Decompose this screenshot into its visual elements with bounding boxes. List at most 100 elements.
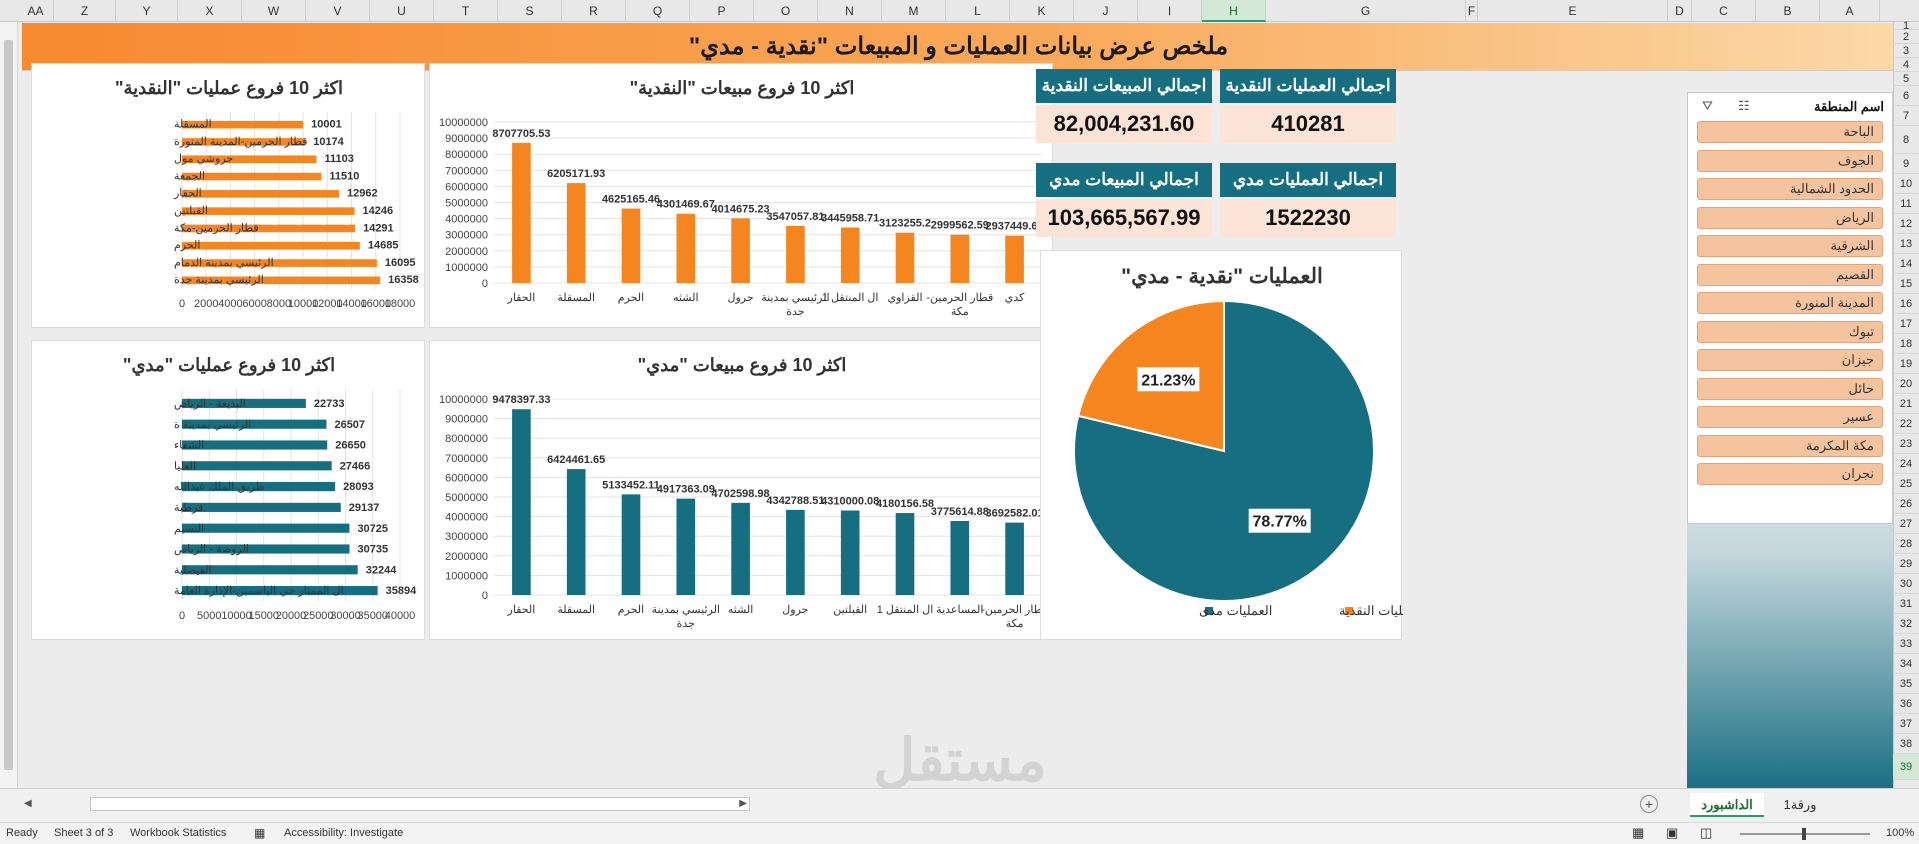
row-header-3[interactable]: 3	[1893, 44, 1919, 58]
row-header-38[interactable]: 38	[1893, 734, 1919, 754]
column-header-Q[interactable]: Q	[626, 0, 690, 22]
chart-cash-ops-panel[interactable]: اكثر 10 فروع عمليات "النقدية" 0 2000 4000 60…	[31, 63, 425, 328]
column-header-M[interactable]: M	[882, 0, 946, 22]
row-header-37[interactable]: 37	[1893, 714, 1919, 734]
slicer-item[interactable]: مكة المكرمة	[1697, 434, 1883, 457]
multi-select-icon[interactable]: ☷	[1738, 98, 1750, 113]
column-header-K[interactable]: K	[1010, 0, 1074, 22]
row-header-25[interactable]: 25	[1893, 474, 1919, 494]
row-header-23[interactable]: 23	[1893, 434, 1919, 454]
horizontal-scrollbar[interactable]: ▶	[90, 797, 750, 811]
column-header-N[interactable]: N	[818, 0, 882, 22]
column-header-Z[interactable]: Z	[54, 0, 116, 22]
scroll-left-icon[interactable]: ◀	[24, 798, 32, 809]
slicer-item[interactable]: الحدود الشمالية	[1697, 178, 1883, 200]
column-header-A[interactable]: A	[1820, 0, 1880, 22]
column-header-T[interactable]: T	[434, 0, 498, 22]
column-header-U[interactable]: U	[370, 0, 434, 22]
row-header-8[interactable]: 8	[1893, 126, 1919, 154]
clear-filter-icon[interactable]: ⛛	[1702, 98, 1713, 113]
row-header-17[interactable]: 17	[1893, 314, 1919, 334]
zoom-slider-thumb[interactable]	[1802, 828, 1806, 840]
row-header-18[interactable]: 18	[1893, 334, 1919, 354]
column-header-Y[interactable]: Y	[116, 0, 178, 22]
row-header-15[interactable]: 15	[1893, 274, 1919, 294]
vertical-scrollbar[interactable]	[0, 22, 18, 788]
row-header-2[interactable]: 2	[1893, 30, 1919, 44]
slicer-item[interactable]: الرياض	[1697, 206, 1883, 229]
row-header-16[interactable]: 16	[1893, 294, 1919, 314]
column-header-B[interactable]: B	[1756, 0, 1820, 22]
row-header-22[interactable]: 22	[1893, 414, 1919, 434]
row-header-24[interactable]: 24	[1893, 454, 1919, 474]
row-header-33[interactable]: 33	[1893, 634, 1919, 654]
row-header-19[interactable]: 19	[1893, 354, 1919, 374]
normal-view-icon[interactable]: ▦	[1632, 825, 1645, 840]
status-accessibility[interactable]: Accessibility: Investigate	[284, 827, 404, 839]
slicer-item[interactable]: القصيم	[1697, 263, 1883, 286]
column-header-X[interactable]: X	[178, 0, 242, 22]
column-header-R[interactable]: R	[562, 0, 626, 22]
stats-icon[interactable]: ▦	[254, 826, 266, 840]
column-header-L[interactable]: L	[946, 0, 1010, 22]
slicer-item[interactable]: عسير	[1697, 406, 1883, 428]
row-header-31[interactable]: 31	[1893, 594, 1919, 614]
slicer-item[interactable]: جيزان	[1697, 349, 1883, 371]
row-header-12[interactable]: 12	[1893, 214, 1919, 234]
slicer-item[interactable]: المدينة المنورة	[1697, 292, 1883, 314]
row-header-27[interactable]: 27	[1893, 514, 1919, 534]
column-header-I[interactable]: I	[1138, 0, 1202, 22]
column-header-H[interactable]: H	[1202, 0, 1266, 22]
chart-cash-sales-panel[interactable]: اكثر 10 فروع مبيعات "النقدية" 0 1000000 200…	[429, 63, 1053, 328]
tab-sheet1[interactable]: ورقة1	[1783, 797, 1817, 812]
scrollbar-thumb[interactable]	[4, 40, 13, 770]
row-header-30[interactable]: 30	[1893, 574, 1919, 594]
scroll-right-icon[interactable]: ▶	[739, 798, 747, 809]
row-header-20[interactable]: 20	[1893, 374, 1919, 394]
row-header-1[interactable]: 1	[1893, 21, 1919, 32]
row-header-32[interactable]: 32	[1893, 614, 1919, 634]
page-layout-icon[interactable]: ▣	[1666, 825, 1679, 840]
column-header-O[interactable]: O	[754, 0, 818, 22]
row-header-34[interactable]: 34	[1893, 654, 1919, 674]
column-header-S[interactable]: S	[498, 0, 562, 22]
zoom-level[interactable]: 100%	[1886, 827, 1915, 839]
chart-pie-panel[interactable]: العمليات "نقدية - مدي" 78.77% 21.23% العملي…	[1040, 250, 1424, 640]
row-header-9[interactable]: 9	[1893, 154, 1919, 174]
slicer-item[interactable]: تبوك	[1697, 320, 1883, 343]
column-header-AA[interactable]: AA	[18, 0, 54, 22]
row-header-36[interactable]: 36	[1893, 694, 1919, 714]
row-header-7[interactable]: 7	[1893, 106, 1919, 126]
column-header-E[interactable]: E	[1478, 0, 1668, 22]
column-header-G[interactable]: G	[1266, 0, 1466, 22]
slicer-item[interactable]: حائل	[1697, 377, 1883, 400]
row-header-10[interactable]: 10	[1893, 174, 1919, 194]
column-header-V[interactable]: V	[306, 0, 370, 22]
slicer-item[interactable]: الجوف	[1697, 149, 1883, 172]
row-header-26[interactable]: 26	[1893, 494, 1919, 514]
slicer-item[interactable]: نجران	[1697, 463, 1883, 485]
row-header-13[interactable]: 13	[1893, 234, 1919, 254]
column-header-P[interactable]: P	[690, 0, 754, 22]
column-header-D[interactable]: D	[1668, 0, 1692, 22]
row-header-28[interactable]: 28	[1893, 534, 1919, 554]
column-header-F[interactable]: F	[1466, 0, 1478, 22]
row-header-5[interactable]: 5	[1893, 72, 1919, 86]
chart-mada-ops-panel[interactable]: اكثر 10 فروع عمليات "مدي" 0 5000 10000 15000…	[31, 340, 425, 640]
tab-dashboard[interactable]: الداشبورد	[1690, 793, 1764, 817]
column-header-C[interactable]: C	[1692, 0, 1756, 22]
add-sheet-icon[interactable]: +	[1640, 795, 1658, 813]
column-header-W[interactable]: W	[242, 0, 306, 22]
row-header-14[interactable]: 14	[1893, 254, 1919, 274]
column-header-J[interactable]: J	[1074, 0, 1138, 22]
row-header-4[interactable]: 4	[1893, 58, 1919, 72]
slicer-item[interactable]: الشرقية	[1697, 235, 1883, 257]
row-header-29[interactable]: 29	[1893, 554, 1919, 574]
row-header-21[interactable]: 21	[1893, 394, 1919, 414]
status-workbook-stats[interactable]: Workbook Statistics	[130, 827, 227, 839]
row-header-39[interactable]: 39	[1893, 754, 1919, 780]
zoom-slider[interactable]	[1740, 828, 1870, 840]
slicer-item[interactable]: الباحة	[1697, 121, 1883, 143]
region-slicer[interactable]: اسم المنطقة ☷ ⛛ الباحة الجوف الحدود الشمال…	[1687, 92, 1893, 524]
chart-mada-sales-panel[interactable]: اكثر 10 فروع مبيعات "مدي" 0 1000000 2000000…	[429, 340, 1053, 640]
